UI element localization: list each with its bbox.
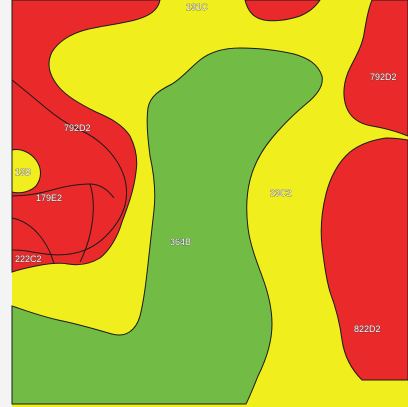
- map-unit-red-north-right: [244, 0, 321, 22]
- label-364b: 364B: [170, 237, 191, 247]
- boundary-179e2: [11, 183, 115, 199]
- boundary-inner-west: [79, 183, 94, 263]
- map-unit-yellow-13b: [11, 149, 41, 194]
- map-unit-green-central: [11, 47, 323, 405]
- map-unit-red-northeast: [343, 0, 408, 137]
- label-23c2: 23C2: [270, 188, 292, 198]
- label-179e2: 179E2: [36, 193, 62, 203]
- label-792d2-northeast: 792D2: [370, 72, 397, 82]
- label-822d2: 822D2: [354, 324, 381, 334]
- boundary-222c2: [11, 217, 55, 265]
- label-13b: 13B: [15, 167, 31, 177]
- label-792d2-west: 792D2: [64, 123, 91, 133]
- label-131c: 131C: [186, 2, 208, 12]
- map-unit-red-east: [320, 137, 408, 381]
- map-unit-red-west-lobe: [11, 78, 127, 256]
- label-222c2: 222C2: [15, 254, 42, 264]
